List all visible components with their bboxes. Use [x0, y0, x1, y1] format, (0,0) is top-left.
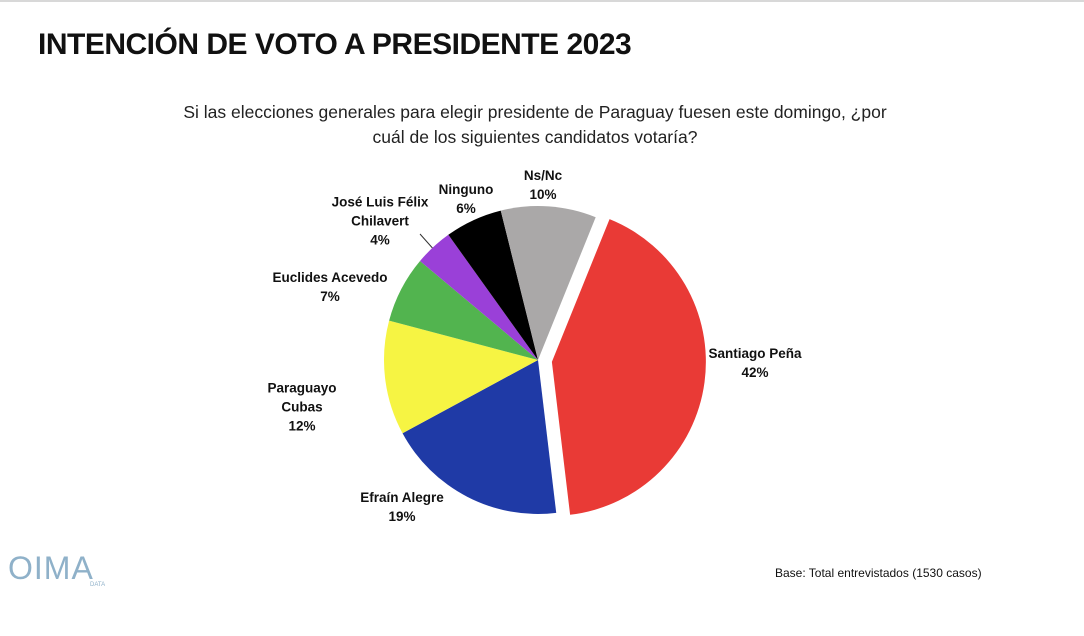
pie-slice: [420, 234, 538, 360]
category-label: Santiago Peña: [708, 346, 802, 361]
pie-slice: [389, 261, 538, 360]
value-label: 12%: [288, 418, 316, 434]
slice-label: Ns/Nc 10%: [524, 166, 562, 204]
slice-label: Euclides Acevedo 7%: [272, 268, 387, 306]
logo: OIMA: [8, 550, 94, 586]
slice-label: Ninguno 6%: [439, 180, 494, 218]
category-label: Paraguayo Cubas: [267, 380, 337, 415]
category-label: Euclides Acevedo: [272, 270, 388, 285]
value-label: 19%: [388, 509, 416, 524]
pie-slice: [448, 210, 538, 360]
value-label: 42%: [741, 365, 769, 380]
slice-label: Efraín Alegre 19%: [360, 488, 444, 526]
value-label: 10%: [529, 187, 557, 202]
base-note: Base: Total entrevistados (1530 casos): [775, 566, 982, 580]
value-label: 4%: [370, 232, 390, 248]
pie-slice: [551, 219, 706, 515]
category-label: Ninguno: [438, 182, 494, 197]
value-label: 6%: [456, 201, 476, 216]
pie-slice: [500, 206, 596, 360]
slice-label: José Luis Félix Chilavert 4%: [320, 193, 440, 250]
category-label: Ns/Nc: [523, 168, 563, 183]
slice-label: Santiago Peña 42%: [708, 344, 801, 382]
category-label: José Luis Félix Chilavert: [331, 194, 429, 229]
pie-slice: [402, 360, 557, 514]
pie-slice: [383, 320, 538, 434]
logo-sub: DATA: [90, 582, 106, 588]
slice-label: Paraguayo Cubas 12%: [262, 379, 342, 436]
value-label: 7%: [320, 289, 340, 304]
chart-subtitle: Si las elecciones generales para elegir …: [183, 102, 887, 147]
category-label: Efraín Alegre: [360, 490, 444, 505]
chart-title: INTENCIÓN DE VOTO A PRESIDENTE 2023: [38, 28, 632, 61]
